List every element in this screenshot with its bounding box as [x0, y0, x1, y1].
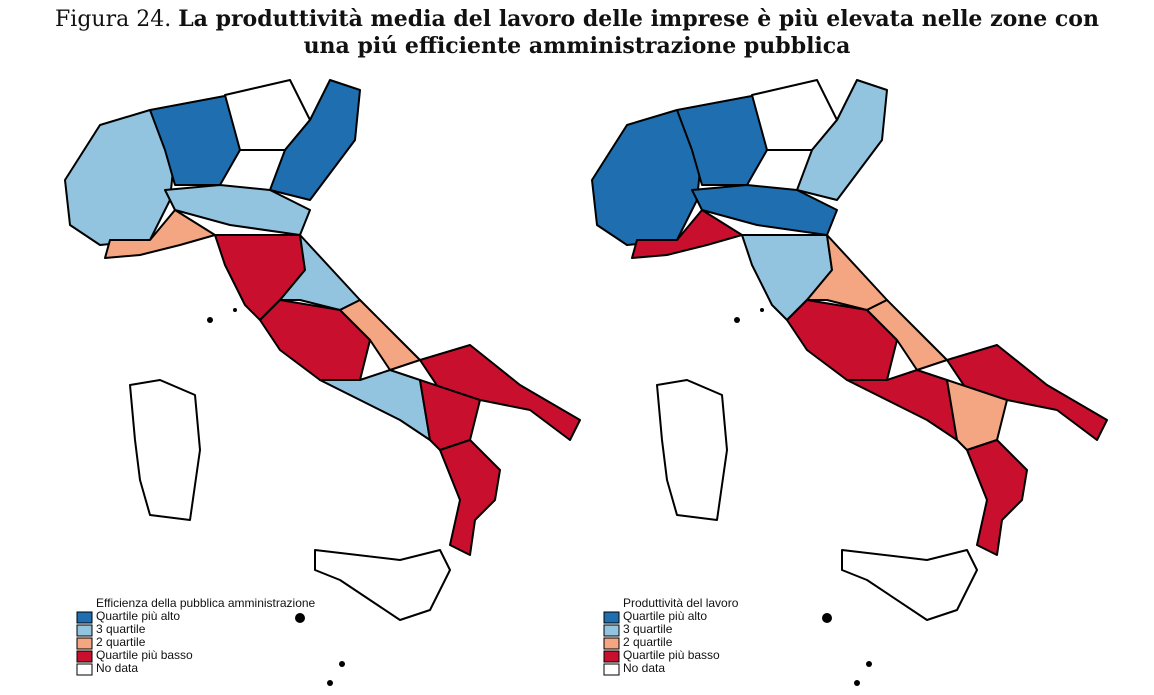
- region: [846, 369, 958, 441]
- legend-swatch: [603, 624, 620, 637]
- region: [796, 79, 888, 201]
- legend-swatch: [76, 663, 93, 676]
- island: [295, 613, 305, 623]
- legend-label: Quartile più alto: [623, 609, 707, 623]
- legend-label: Quartile più basso: [623, 648, 720, 662]
- region: [314, 549, 451, 621]
- region: [966, 439, 1028, 556]
- island: [233, 308, 237, 312]
- legend-label: No data: [96, 661, 138, 675]
- legend-title: Produttività del lavoro: [623, 596, 739, 610]
- legend-title: Efficienza della pubblica amministrazion…: [96, 596, 316, 610]
- region: [786, 299, 898, 381]
- legend-swatch: [76, 650, 93, 663]
- region: [104, 209, 216, 259]
- region: [691, 184, 838, 236]
- legend-label: 2 quartile: [623, 635, 673, 649]
- legend-swatch: [76, 624, 93, 637]
- title-text: La produttività media del lavoro delle i…: [178, 6, 1099, 59]
- legend-label: 3 quartile: [96, 622, 146, 636]
- legend-swatch: [603, 663, 620, 676]
- region: [656, 379, 728, 521]
- italy-map: Efficienza della pubblica amministrazion…: [64, 79, 581, 686]
- legend-swatch: [603, 650, 620, 663]
- figure-title: Figura 24. La produttività media del lav…: [47, 6, 1107, 60]
- legend-label: Quartile più alto: [96, 609, 180, 623]
- island: [760, 308, 764, 312]
- region: [319, 369, 431, 441]
- region: [841, 549, 978, 621]
- region: [269, 79, 361, 201]
- legend-swatch: [76, 611, 93, 624]
- legend-swatch: [603, 611, 620, 624]
- island: [866, 661, 872, 667]
- region: [129, 379, 201, 521]
- region: [631, 209, 743, 259]
- island: [207, 317, 213, 323]
- legend-label: No data: [623, 661, 665, 675]
- island: [822, 613, 832, 623]
- region: [259, 299, 371, 381]
- legend-label: Quartile più basso: [96, 648, 193, 662]
- island: [734, 317, 740, 323]
- region: [164, 184, 311, 236]
- figure-number: Figura 24.: [55, 7, 172, 32]
- island: [854, 680, 860, 686]
- island: [327, 680, 333, 686]
- legend-label: 2 quartile: [96, 635, 146, 649]
- island: [339, 661, 345, 667]
- legend-swatch: [603, 637, 620, 650]
- region: [439, 439, 501, 556]
- legend-label: 3 quartile: [623, 622, 673, 636]
- legend-swatch: [76, 637, 93, 650]
